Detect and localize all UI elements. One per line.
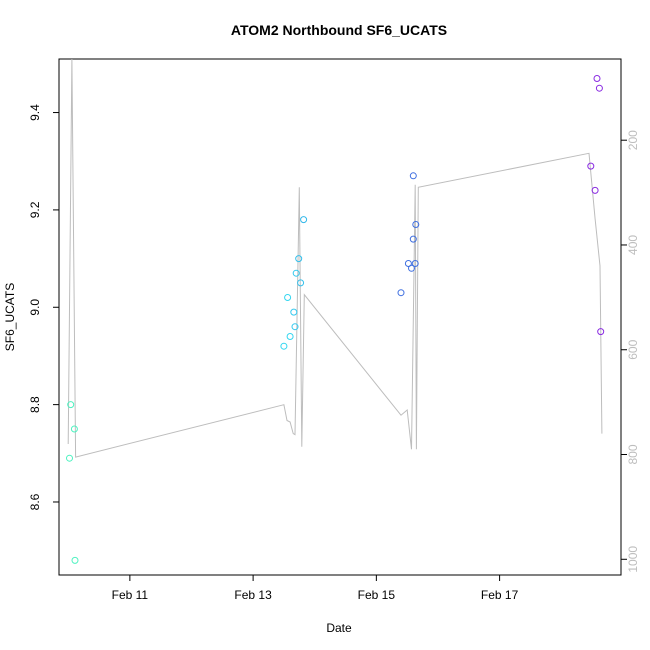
y-tick-label-1: 8.8 [28,396,42,413]
data-point-9 [292,269,300,277]
y-tick-label-4: 9.4 [28,104,42,121]
data-point-12 [300,216,308,224]
y2-tick-label-3: 800 [626,444,640,464]
data-point-2 [70,425,78,433]
data-point-24 [597,328,605,336]
x-tick-label-1: Feb 13 [234,588,272,602]
secondary-line-layer [67,58,603,458]
data-point-10 [295,255,303,263]
y2-tick-label-0: 200 [626,130,640,150]
y-tick-label-0: 8.6 [28,493,42,510]
data-point-6 [286,333,294,340]
y-tick-label-2: 9.0 [28,299,42,316]
data-point-8 [291,323,299,331]
plot-frame [58,58,622,576]
data-point-21 [591,186,599,194]
data-point-20 [587,162,595,170]
points-layer [66,75,605,564]
data-point-13 [397,289,405,297]
data-point-16 [409,235,417,243]
y2-tick-label-2: 600 [626,339,640,359]
y-axis-label: SF6_UCATS [3,283,17,351]
secondary-series-line [67,58,603,458]
data-point-23 [595,84,603,92]
data-point-1 [67,401,75,409]
data-point-0 [66,454,73,462]
data-point-19 [412,221,420,228]
data-point-3 [71,556,79,564]
data-point-14 [404,260,412,267]
chart-title: ATOM2 Northbound SF6_UCATS [231,22,447,38]
data-point-22 [593,75,601,82]
data-point-15 [408,264,415,272]
x-tick-label-2: Feb 15 [358,588,396,602]
x-tick-label-3: Feb 17 [481,588,519,602]
y-axis: 8.6 8.8 9.0 9.2 9.4 [28,104,59,510]
data-point-7 [290,308,298,316]
y2-tick-label-4: 1000 [626,546,640,573]
x-axis: Feb 11 Feb 13 Feb 15 Feb 17 [112,575,519,602]
data-point-5 [284,294,292,301]
y-tick-label-3: 9.2 [28,201,42,218]
data-point-17 [409,172,417,180]
y2-tick-label-1: 400 [626,235,640,255]
data-point-11 [297,279,305,287]
x-tick-label-0: Feb 11 [112,588,149,602]
x-axis-label: Date [326,621,352,635]
data-point-18 [411,260,419,267]
secondary-y-axis: 200 400 600 800 1000 [621,130,640,573]
data-point-4 [280,342,288,350]
